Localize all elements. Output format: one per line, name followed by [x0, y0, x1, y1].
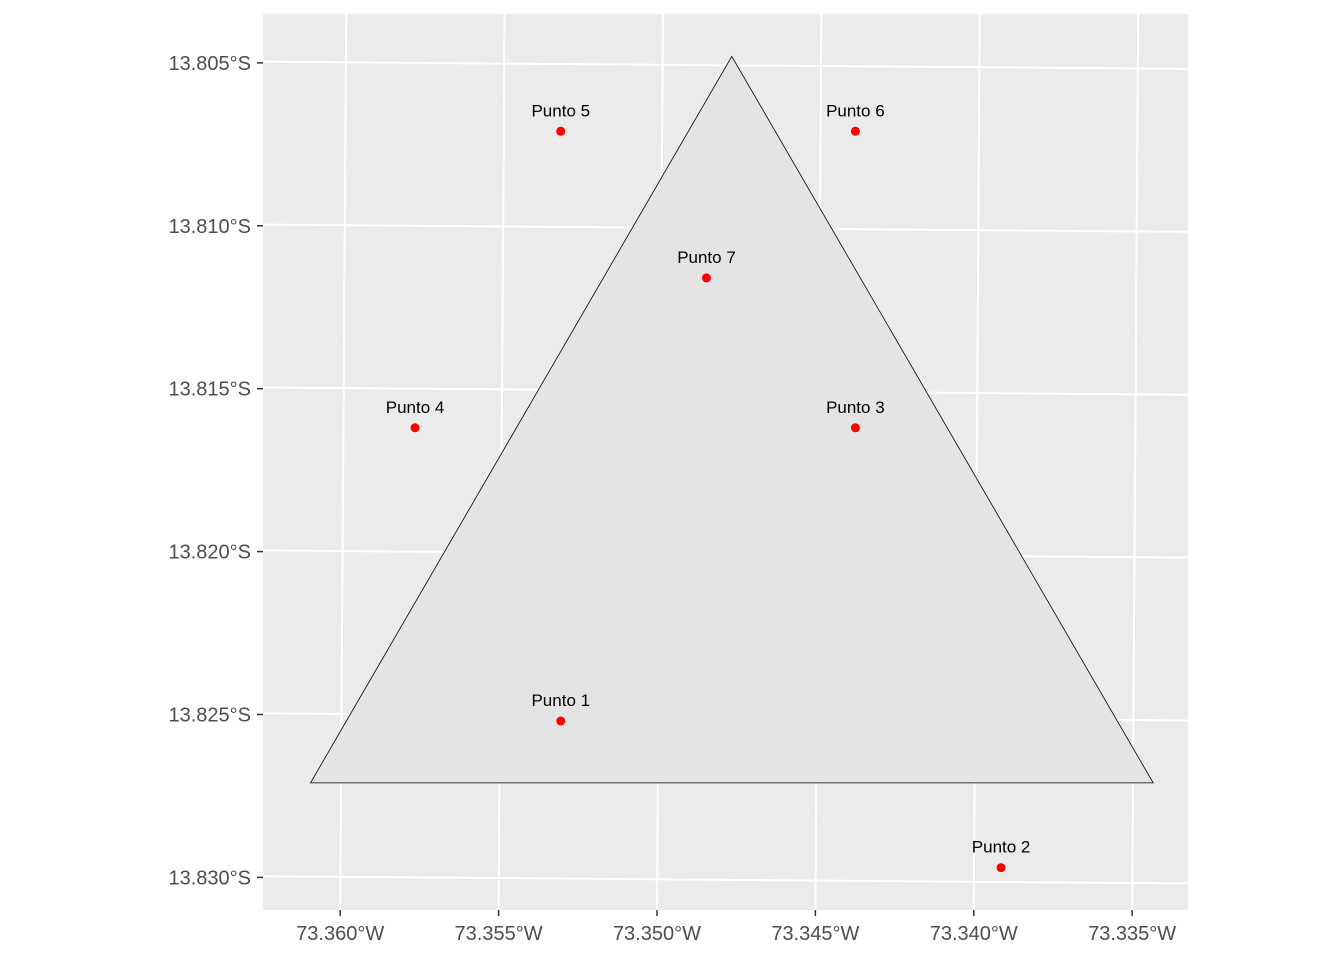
points-layer: Punto 1 Punto 2 Punto 3 Punto 4 Punto 5 Punto…: [386, 101, 1031, 873]
point-marker: [850, 423, 860, 433]
map-point: Punto 3: [826, 398, 885, 433]
y-tick-label: 13.805°S: [168, 53, 251, 75]
parallel-line: [262, 875, 1189, 885]
study-area-polygon: [309, 55, 1154, 784]
x-tick-label: 73.345°W: [771, 923, 859, 945]
point-label: Punto 5: [531, 101, 590, 120]
point-label: Punto 6: [826, 101, 885, 120]
point-marker: [410, 423, 420, 433]
x-tick-label: 73.340°W: [930, 923, 1018, 945]
point-marker: [556, 716, 566, 726]
y-tick-label: 13.825°S: [168, 705, 251, 727]
y-axis: 13.805°S 13.810°S 13.815°S 13.820°S 13.825°S…: [168, 53, 263, 889]
y-tick-label: 13.810°S: [168, 216, 251, 238]
map-point: Punto 7: [677, 248, 736, 283]
x-tick-label: 73.355°W: [455, 923, 543, 945]
point-label: Punto 3: [826, 398, 885, 417]
map-point: Punto 5: [531, 101, 590, 136]
point-label: Punto 7: [677, 248, 736, 267]
point-marker: [701, 273, 711, 283]
y-tick-label: 13.820°S: [168, 542, 251, 564]
point-label: Punto 1: [531, 691, 590, 710]
point-label: Punto 4: [386, 398, 445, 417]
point-marker: [850, 126, 860, 136]
x-tick-label: 73.360°W: [296, 923, 384, 945]
point-marker: [996, 863, 1006, 873]
map-point: Punto 2: [972, 838, 1031, 873]
map-point: Punto 6: [826, 101, 885, 136]
point-marker: [556, 126, 566, 136]
x-tick-label: 73.350°W: [613, 923, 701, 945]
map-point: Punto 1: [531, 691, 590, 726]
point-label: Punto 2: [972, 838, 1031, 857]
parallel-line: [262, 60, 1189, 70]
x-axis: 73.360°W 73.355°W 73.350°W 73.345°W 73.340°W…: [296, 910, 1176, 945]
y-tick-label: 13.815°S: [168, 379, 251, 401]
y-tick-label: 13.830°S: [168, 867, 251, 889]
x-tick-label: 73.335°W: [1088, 923, 1176, 945]
polygon-layer: [309, 55, 1154, 784]
map-point: Punto 4: [386, 398, 445, 433]
